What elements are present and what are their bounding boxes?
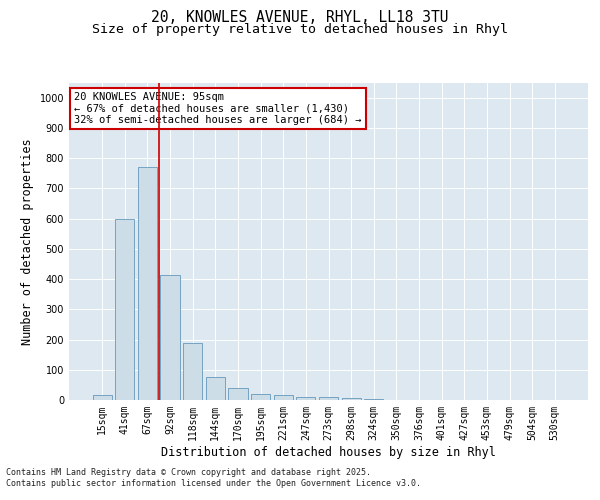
Bar	[138, 167, 157, 400]
Bar	[319, 397, 338, 400]
Text: 20 KNOWLES AVENUE: 95sqm
← 67% of detached houses are smaller (1,430)
32% of sem: 20 KNOWLES AVENUE: 95sqm ← 67% of detach…	[74, 92, 362, 125]
Bar	[341, 398, 361, 400]
Text: Size of property relative to detached houses in Rhyl: Size of property relative to detached ho…	[92, 22, 508, 36]
Bar	[183, 342, 202, 400]
X-axis label: Distribution of detached houses by size in Rhyl: Distribution of detached houses by size …	[161, 446, 496, 458]
Bar	[115, 218, 134, 400]
Bar	[251, 394, 270, 400]
Text: Contains HM Land Registry data © Crown copyright and database right 2025.
Contai: Contains HM Land Registry data © Crown c…	[6, 468, 421, 487]
Y-axis label: Number of detached properties: Number of detached properties	[21, 138, 34, 344]
Bar	[274, 396, 293, 400]
Bar	[206, 378, 225, 400]
Bar	[296, 397, 316, 400]
Bar	[229, 388, 248, 400]
Bar	[160, 274, 180, 400]
Text: 20, KNOWLES AVENUE, RHYL, LL18 3TU: 20, KNOWLES AVENUE, RHYL, LL18 3TU	[151, 10, 449, 25]
Bar	[92, 396, 112, 400]
